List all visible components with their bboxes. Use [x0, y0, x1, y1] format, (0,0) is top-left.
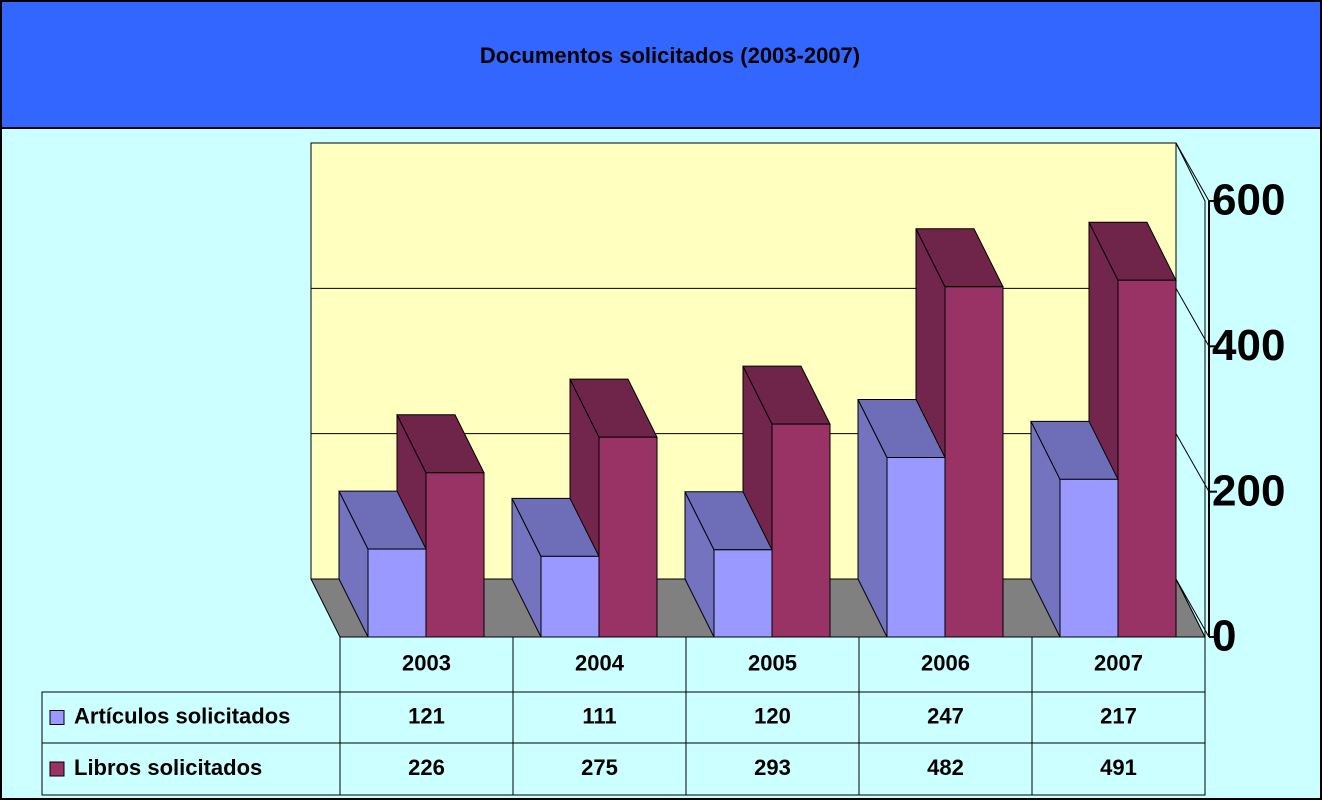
grid-line-side: [1175, 433, 1210, 492]
bar-front: [713, 549, 773, 638]
title-band: [0, 0, 1322, 129]
grid-line-side: [1175, 288, 1210, 347]
table-value: 120: [754, 703, 791, 728]
chart-title: Documentos solicitados (2003-2007): [480, 43, 860, 68]
bar-front: [367, 548, 427, 638]
table-value: 247: [927, 703, 964, 728]
bar: [684, 491, 773, 638]
bar: [511, 497, 600, 638]
y-tick-label: 200: [1212, 466, 1285, 515]
bar-front: [944, 286, 1004, 638]
bar-front: [1117, 279, 1177, 638]
table-value: 275: [581, 755, 618, 780]
x-tick-label: 2007: [1094, 650, 1143, 675]
bar-front: [886, 457, 946, 638]
table-value: 226: [408, 755, 445, 780]
x-tick-label: 2006: [921, 650, 970, 675]
bar: [1030, 420, 1119, 638]
table-value: 482: [927, 755, 964, 780]
table-value: 111: [582, 703, 616, 728]
x-tick-label: 2004: [575, 650, 625, 675]
side-wall: [1175, 142, 1206, 638]
y-tick-label: 0: [1212, 612, 1236, 661]
x-tick-label: 2005: [748, 650, 797, 675]
table-value: 217: [1100, 703, 1137, 728]
bar-front: [540, 555, 600, 638]
table-value: 121: [408, 703, 445, 728]
grid-line-side: [1175, 578, 1210, 638]
bar-front: [771, 423, 831, 638]
legend-label: Artículos solicitados: [74, 703, 290, 728]
bar-front: [425, 472, 485, 638]
bar: [338, 490, 427, 638]
table-value: 293: [754, 755, 791, 780]
bar-front: [598, 436, 658, 638]
bar: [569, 378, 658, 638]
legend-key: [49, 761, 65, 777]
x-tick-label: 2003: [402, 650, 451, 675]
bar-front: [1059, 478, 1119, 638]
legend-label: Libros solicitados: [74, 755, 262, 780]
y-tick-label: 600: [1212, 176, 1285, 225]
table-value: 491: [1100, 755, 1137, 780]
y-tick-label: 400: [1212, 321, 1285, 370]
grid-line-side: [1175, 142, 1210, 202]
legend-key: [49, 710, 65, 725]
bar: [857, 399, 946, 638]
